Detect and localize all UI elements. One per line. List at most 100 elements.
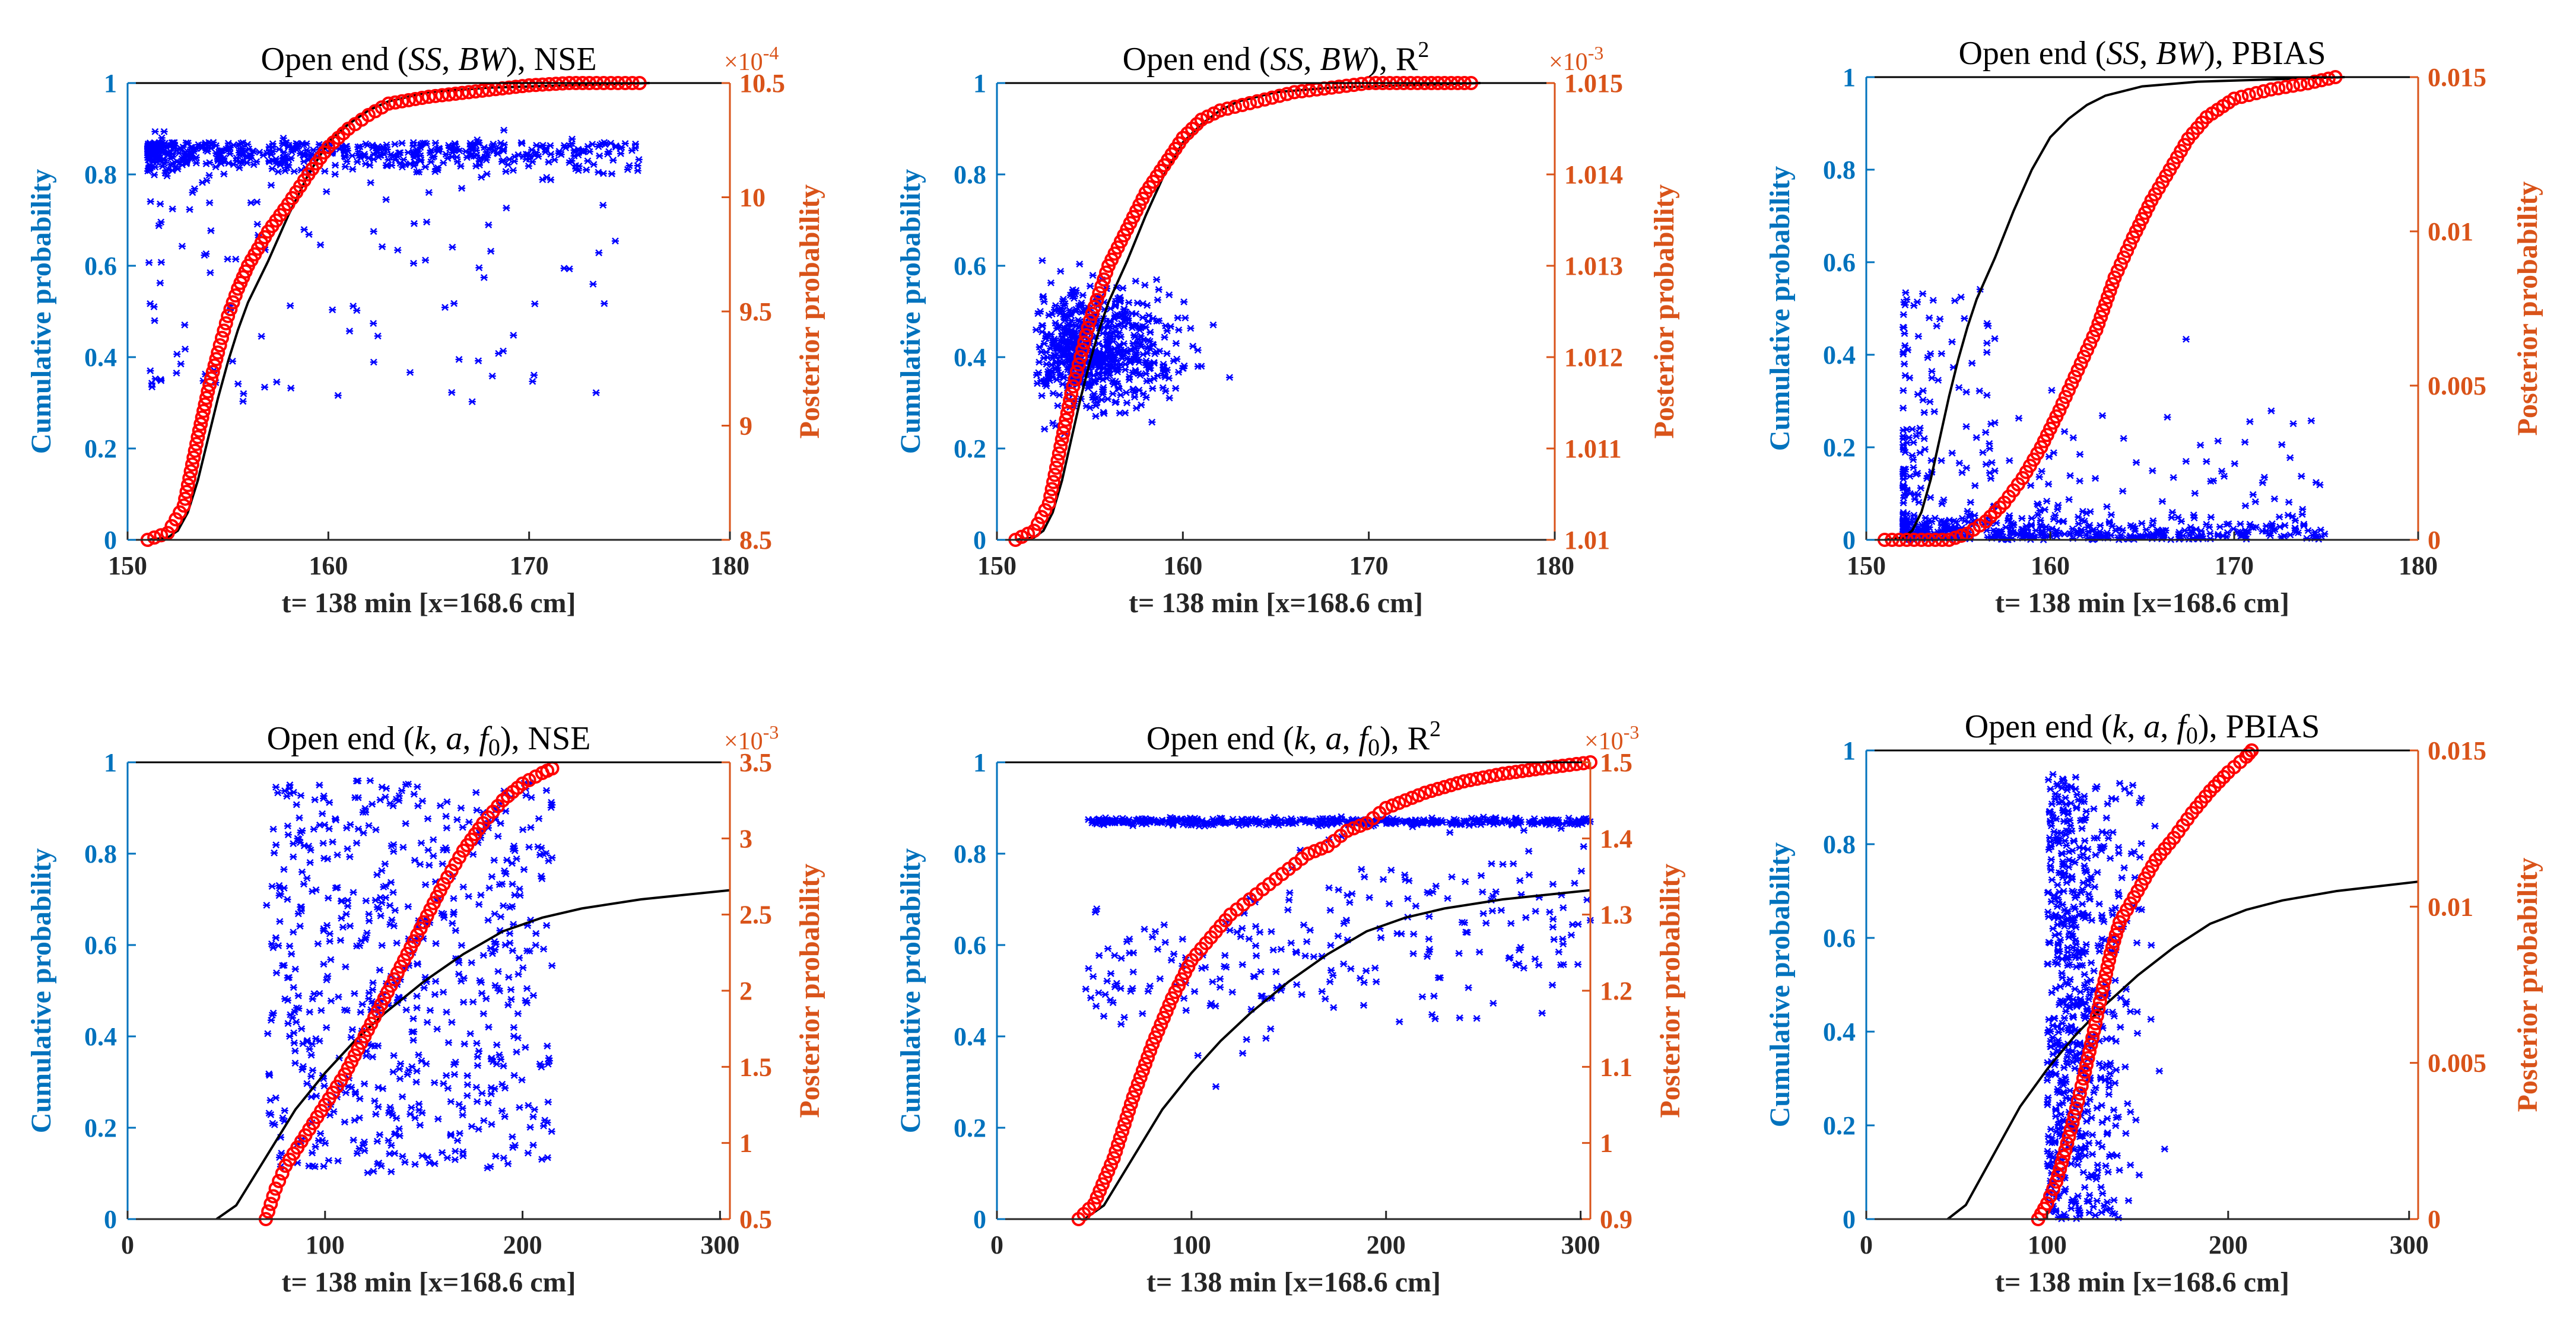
- scatter-point: [510, 1071, 518, 1079]
- scatter-point: [1161, 938, 1169, 946]
- scatter-point: [470, 152, 478, 160]
- scatter-point: [1531, 955, 1539, 963]
- scatter-point: [2286, 454, 2294, 462]
- scatter-point: [1117, 985, 1125, 992]
- scatter-point: [225, 160, 233, 167]
- scatter-point: [303, 140, 310, 148]
- y-right-tick-label: 1.013: [1564, 252, 1623, 281]
- x-tick-label: 170: [510, 551, 549, 580]
- scatter-point: [441, 304, 449, 311]
- scatter-point: [2106, 1070, 2114, 1077]
- scatter-point: [455, 971, 463, 978]
- scatter-point: [1033, 326, 1040, 333]
- scatter-point: [491, 1085, 498, 1093]
- scatter-point: [175, 149, 183, 157]
- scatter-point: [1269, 946, 1277, 954]
- scatter-point: [370, 358, 377, 366]
- scatter-point: [2044, 776, 2052, 784]
- panel-title: Open end (k, a, f0), NSE: [267, 720, 591, 761]
- scatter-point: [1155, 286, 1162, 293]
- scatter-point: [1038, 322, 1046, 329]
- scatter-point: [1574, 960, 1582, 968]
- y-left-tick-label: 0: [104, 526, 117, 555]
- scatter-point: [1330, 1004, 1338, 1011]
- scatter-point: [393, 939, 401, 947]
- scatter-point: [548, 854, 556, 861]
- scatter-samples: [1900, 285, 2329, 543]
- scatter-point: [2045, 913, 2053, 921]
- y-right-tick-label: 0.005: [2428, 371, 2486, 400]
- scatter-point: [1455, 950, 1463, 957]
- scatter-point: [148, 383, 156, 391]
- scatter-point: [1318, 988, 1326, 995]
- scatter-point: [396, 1075, 404, 1083]
- scatter-point: [290, 984, 297, 991]
- scatter-point: [376, 1131, 383, 1138]
- y-right-axis-label: Posterior probability: [794, 864, 825, 1118]
- posterior-point: [205, 365, 220, 380]
- scatter-point: [1125, 314, 1132, 322]
- scatter-point: [415, 1100, 423, 1108]
- scatter-point: [410, 790, 418, 798]
- posterior-point: [261, 1204, 276, 1219]
- scatter-point: [514, 971, 522, 978]
- panel-6: 0 100 200 30000.20.40.60.8100.0050.010.015t…: [1764, 708, 2543, 1298]
- scatter-point: [343, 824, 351, 832]
- scatter-point: [584, 157, 592, 165]
- scatter-point: [191, 155, 199, 163]
- scatter-point: [341, 163, 349, 170]
- scatter-point: [2084, 845, 2092, 853]
- scatter-point: [1038, 392, 1046, 399]
- y-left-tick-label: 1: [973, 69, 986, 98]
- scatter-point: [498, 1107, 506, 1115]
- posterior-point: [223, 302, 238, 317]
- scatter-point: [374, 1103, 382, 1111]
- scatter-point: [583, 166, 590, 174]
- scatter-point: [365, 911, 373, 918]
- scatter-point: [542, 787, 550, 794]
- scatter-point: [484, 1099, 492, 1106]
- scatter-point: [631, 140, 639, 148]
- scatter-point: [2064, 944, 2072, 952]
- scatter-point: [530, 371, 538, 379]
- scatter-point: [2050, 449, 2057, 457]
- posterior-point: [462, 85, 477, 100]
- scatter-point: [2129, 781, 2137, 789]
- scatter-point: [417, 839, 425, 847]
- scatter-point: [290, 168, 298, 175]
- scatter-point: [2133, 1029, 2141, 1037]
- scatter-point: [367, 179, 374, 186]
- y-right-tick-label: 0: [2428, 526, 2441, 555]
- x-tick-label: 300: [1561, 1230, 1600, 1259]
- scatter-point: [1226, 374, 1234, 381]
- scatter-point: [1962, 423, 1970, 430]
- scatter-point: [220, 170, 228, 178]
- scatter-point: [472, 789, 480, 796]
- scatter-point: [2075, 520, 2082, 527]
- scatter-point: [519, 826, 527, 833]
- scatter-point: [454, 1137, 462, 1144]
- scatter-point: [377, 1162, 385, 1170]
- cdf-curve: [1946, 880, 2419, 1220]
- scatter-point: [2081, 1184, 2089, 1191]
- scatter-point: [167, 161, 174, 168]
- scatter-point: [1048, 361, 1056, 368]
- scatter-point: [2104, 1198, 2111, 1206]
- posterior-point: [388, 95, 403, 110]
- scatter-point: [1059, 380, 1066, 388]
- scatter-point: [1068, 317, 1075, 324]
- scatter-point: [310, 825, 317, 833]
- scatter-point: [167, 155, 174, 162]
- scatter-point: [267, 151, 275, 158]
- scatter-point: [157, 144, 164, 151]
- scatter-point: [443, 1072, 450, 1079]
- scatter-point: [442, 151, 450, 158]
- posterior-point: [218, 316, 233, 331]
- scatter-point: [170, 141, 177, 149]
- scatter-point: [394, 246, 402, 254]
- scatter-point: [2069, 434, 2077, 441]
- scatter-point: [1387, 866, 1395, 874]
- scatter-point: [548, 1128, 555, 1135]
- scatter-point: [2304, 527, 2312, 535]
- scatter-point: [2053, 1023, 2061, 1030]
